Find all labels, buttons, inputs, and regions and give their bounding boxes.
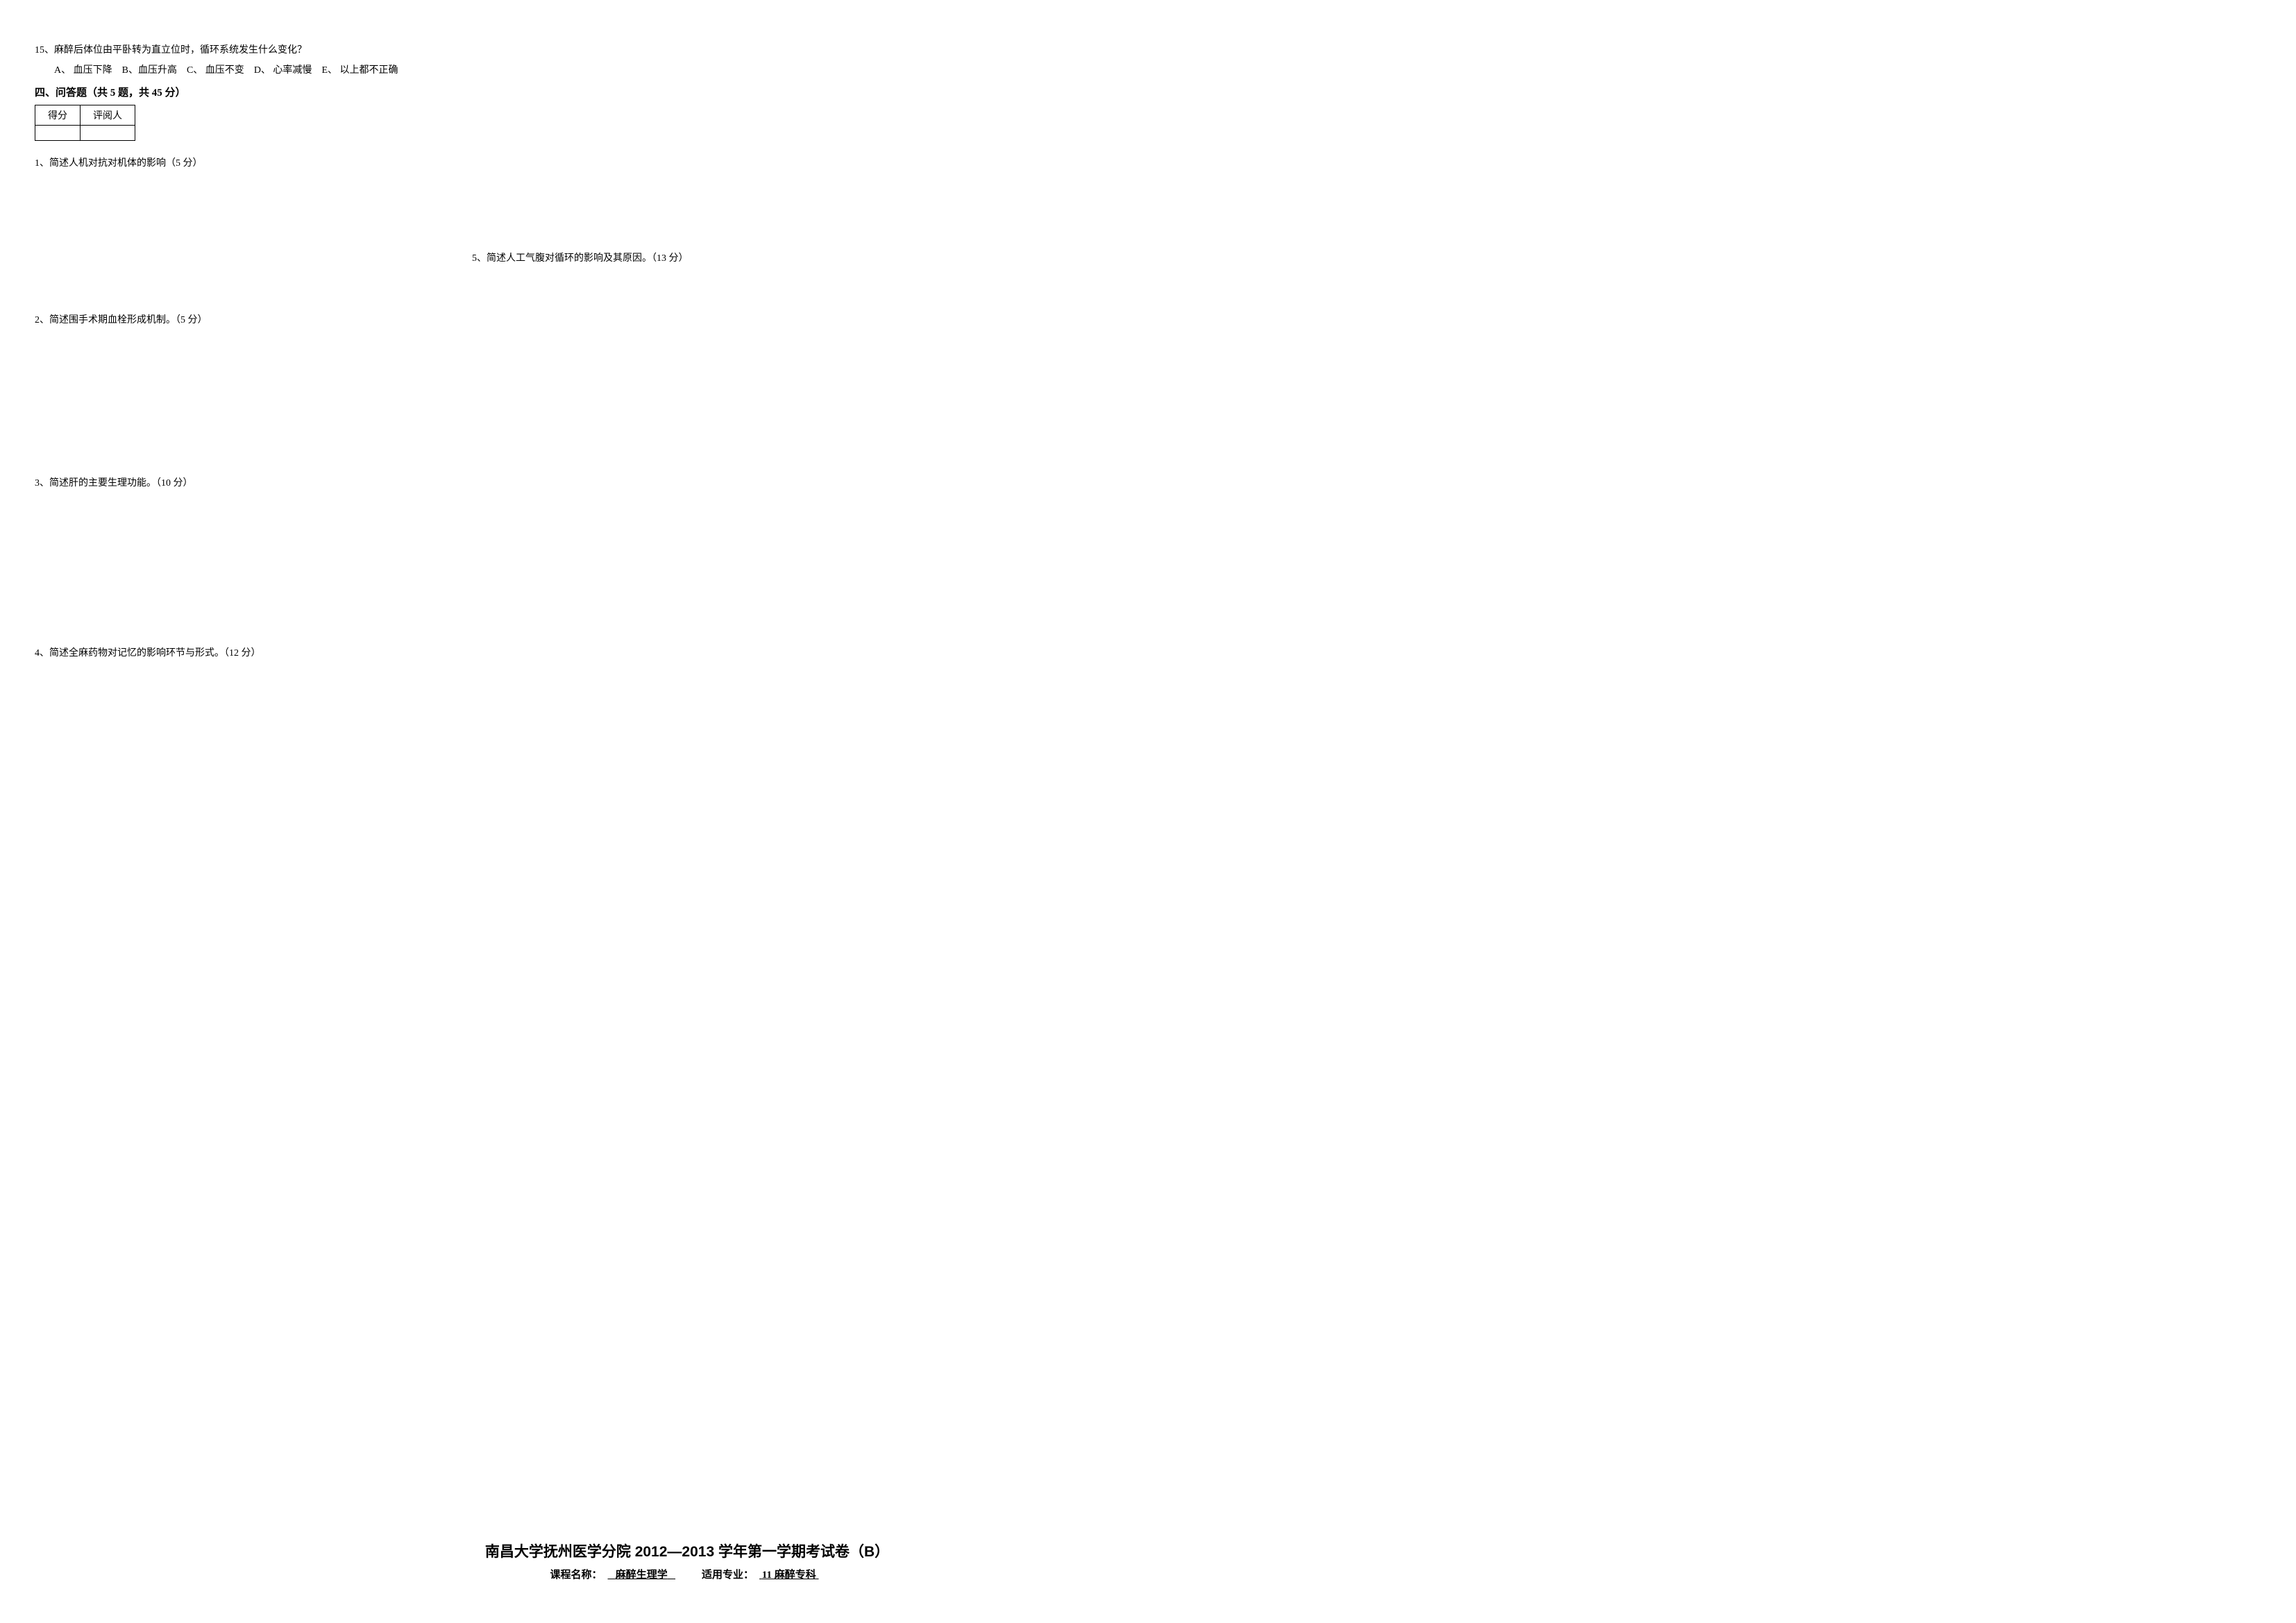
mcq-15-number: 15、 bbox=[35, 45, 54, 56]
score-table-cell-score bbox=[35, 126, 81, 141]
exam-title: 南昌大学抚州医学分院 2012—2013 学年第一学期考试卷（B） bbox=[472, 1540, 902, 1561]
major-name: 11 麻醉专科 bbox=[754, 1570, 824, 1581]
essay-question-5: 5、简述人工气腹对循环的影响及其原因。（13 分） bbox=[472, 250, 902, 267]
course-label: 课程名称： bbox=[550, 1570, 602, 1581]
major-label: 适用专业： bbox=[702, 1570, 754, 1581]
mcq-15-option-c: C、 血压不变 bbox=[187, 65, 244, 76]
exam-footer: 南昌大学抚州医学分院 2012—2013 学年第一学期考试卷（B） 课程名称： … bbox=[472, 1540, 902, 1581]
score-table-header-score: 得分 bbox=[35, 105, 81, 126]
mcq-15-option-d: D、 心率减慢 bbox=[254, 65, 312, 76]
mcq-15-options: A、 血压下降 B、血压升高 C、 血压不变 D、 心率减慢 E、 以上都不正确 bbox=[35, 62, 458, 79]
essay-question-3: 3、简述肝的主要生理功能。（10 分） bbox=[35, 475, 458, 492]
mcq-15-option-a: A、 血压下降 bbox=[54, 65, 112, 76]
essay-question-4: 4、简述全麻药物对记忆的影响环节与形式。（12 分） bbox=[35, 645, 458, 662]
score-table-header-reviewer: 评阅人 bbox=[81, 105, 135, 126]
exam-info: 课程名称： 麻醉生理学 适用专业： 11 麻醉专科 bbox=[472, 1567, 902, 1581]
mcq-15-option-e: E、 以上都不正确 bbox=[321, 65, 398, 76]
essay-question-2: 2、简述围手术期血栓形成机制。（5 分） bbox=[35, 312, 458, 329]
score-table-cell-reviewer bbox=[81, 126, 135, 141]
mcq-15: 15、麻醉后体位由平卧转为直立位时，循环系统发生什么变化？ bbox=[35, 42, 458, 59]
mcq-15-option-b: B、血压升高 bbox=[122, 65, 177, 76]
essay-question-1: 1、简述人机对抗对机体的影响（5 分） bbox=[35, 155, 458, 172]
score-table: 得分 评阅人 bbox=[35, 105, 135, 141]
section-4-title: 四、问答题（共 5 题，共 45 分） bbox=[35, 85, 458, 99]
course-name: 麻醉生理学 bbox=[602, 1570, 682, 1581]
mcq-15-text: 麻醉后体位由平卧转为直立位时，循环系统发生什么变化？ bbox=[54, 45, 307, 56]
